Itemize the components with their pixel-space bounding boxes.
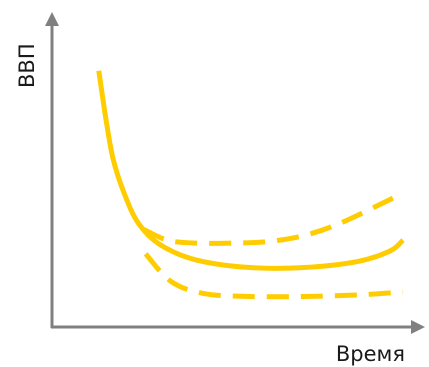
series-line-1 [96,70,405,271]
series-layer [96,70,405,300]
series-line-2 [142,193,399,246]
y-axis-arrow-icon [45,12,59,26]
x-axis-label: Время [336,342,405,366]
x-axis-arrow-icon [411,320,425,334]
y-axis-label: ВВП [15,43,39,88]
series-line-3 [143,252,404,300]
